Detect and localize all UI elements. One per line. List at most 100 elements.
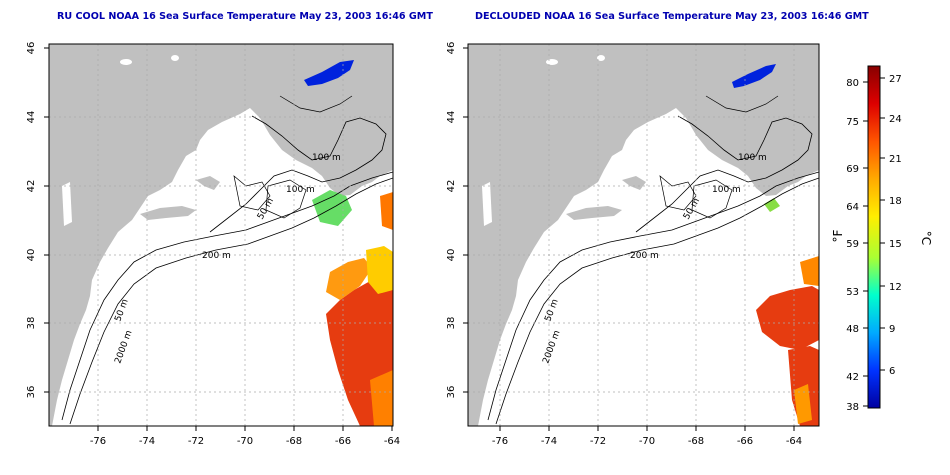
x-tick-label: -76 (492, 436, 508, 447)
sst-cold-patch (304, 60, 354, 86)
right-axis-ticks (463, 47, 795, 431)
contour-line (279, 95, 353, 113)
contour-line (495, 177, 819, 425)
fahrenheit-tick-label: 53 (846, 287, 859, 298)
left-map-panel: 100 m 100 m 50 m 200 m 50 m 2000 m (26, 42, 400, 447)
x-tick-label: -76 (90, 436, 106, 447)
nova-scotia (722, 68, 819, 132)
y-tick-label: 46 (26, 42, 37, 55)
x-tick-label: -68 (286, 436, 302, 447)
bay (244, 136, 262, 148)
right-map-title: DECLOUDED NOAA 16 Sea Surface Temperatur… (475, 11, 869, 22)
nova-scotia (296, 68, 393, 132)
contour-label: 200 m (630, 251, 659, 261)
colorbar-ticks (863, 77, 885, 407)
contour-line (69, 177, 393, 425)
lake (62, 182, 72, 226)
x-tick-label: -72 (188, 436, 204, 447)
x-tick-label: -64 (786, 436, 802, 447)
celsius-tick-label: 18 (889, 196, 902, 207)
celsius-axis-label: °C (919, 231, 933, 245)
contour-label: 100 m (312, 153, 341, 163)
sst-warm-patch (756, 286, 819, 350)
contour-label: 200 m (202, 251, 231, 261)
x-tick-label: -70 (237, 436, 253, 447)
y-tick-label: 42 (26, 180, 37, 193)
y-tick-label: 46 (446, 42, 457, 55)
y-tick-label: 40 (446, 249, 457, 262)
y-tick-label: 38 (26, 317, 37, 330)
lake (171, 55, 179, 61)
contour-line (209, 115, 387, 233)
x-tick-label: -74 (541, 436, 557, 447)
x-tick-label: -66 (737, 436, 753, 447)
x-tick-label: -66 (335, 436, 351, 447)
left-map-frame (48, 43, 394, 427)
x-tick-label: -68 (688, 436, 704, 447)
fahrenheit-tick-label: 69 (846, 164, 859, 175)
right-map-panel: 100 m 100 m 50 m 200 m 50 m 2000 m (446, 42, 820, 447)
y-tick-label: 36 (26, 386, 37, 399)
celsius-tick-label: 9 (889, 324, 895, 335)
fahrenheit-tick-label: 64 (846, 202, 859, 213)
y-tick-label: 36 (446, 386, 457, 399)
sst-cool-patch (764, 198, 780, 212)
contour-label: 100 m (286, 185, 315, 195)
cape-cod (196, 176, 220, 190)
celsius-tick-label: 24 (889, 114, 902, 125)
x-tick-label: -70 (639, 436, 655, 447)
celsius-tick-label: 21 (889, 154, 902, 165)
fahrenheit-tick-label: 42 (846, 372, 859, 383)
y-tick-label: 44 (446, 111, 457, 124)
y-tick-label: 42 (446, 180, 457, 193)
sst-warm-patch (794, 384, 812, 424)
celsius-tick-label: 27 (889, 74, 902, 85)
fahrenheit-tick-label: 48 (846, 324, 859, 335)
contour-line (635, 115, 813, 233)
right-graticule (468, 44, 819, 426)
contour-line (705, 95, 779, 113)
fahrenheit-axis-label: °F (831, 229, 845, 242)
fahrenheit-tick-label: 80 (846, 78, 859, 89)
right-map-frame (467, 43, 820, 427)
sst-warm-patch (366, 246, 393, 294)
left-axis-ticks (44, 47, 393, 431)
left-map-title: RU COOL NOAA 16 Sea Surface Temperature … (57, 11, 433, 22)
contour-line (265, 179, 307, 219)
y-tick-label: 44 (26, 111, 37, 124)
x-tick-label: -72 (590, 436, 606, 447)
right-map-area: 100 m 100 m 50 m 200 m 50 m 2000 m (468, 44, 819, 426)
land-mass (49, 44, 393, 426)
y-tick-label: 40 (26, 249, 37, 262)
celsius-tick-label: 15 (889, 239, 902, 250)
left-map-area: 100 m 100 m 50 m 200 m 50 m 2000 m (49, 44, 393, 426)
x-tick-label: -74 (139, 436, 155, 447)
long-island (140, 206, 196, 220)
contour-label: 100 m (712, 185, 741, 195)
contour-line (487, 171, 819, 421)
lake (482, 182, 492, 226)
sst-cold-patch (732, 64, 776, 88)
y-tick-label: 38 (446, 317, 457, 330)
sst-warm-patch (326, 258, 372, 300)
land-mass (468, 44, 819, 426)
lake (597, 55, 605, 61)
cape-cod (622, 176, 646, 190)
lake (546, 59, 558, 65)
fahrenheit-tick-label: 75 (846, 117, 859, 128)
x-tick-label: -64 (384, 436, 400, 447)
sst-warm-patch (370, 370, 393, 426)
fahrenheit-tick-label: 59 (846, 239, 859, 250)
long-island (566, 206, 622, 220)
lake (120, 59, 132, 65)
colorbar: 80 75 69 64 59 53 48 42 38 27 24 21 18 1… (831, 65, 933, 413)
contour-line (61, 171, 393, 421)
fahrenheit-tick-label: 38 (846, 402, 859, 413)
bay (670, 136, 688, 148)
sst-warm-patch (800, 256, 819, 286)
celsius-tick-label: 6 (889, 366, 895, 377)
contour-label: 100 m (738, 153, 767, 163)
contour-line (691, 179, 733, 219)
left-graticule (49, 44, 393, 426)
